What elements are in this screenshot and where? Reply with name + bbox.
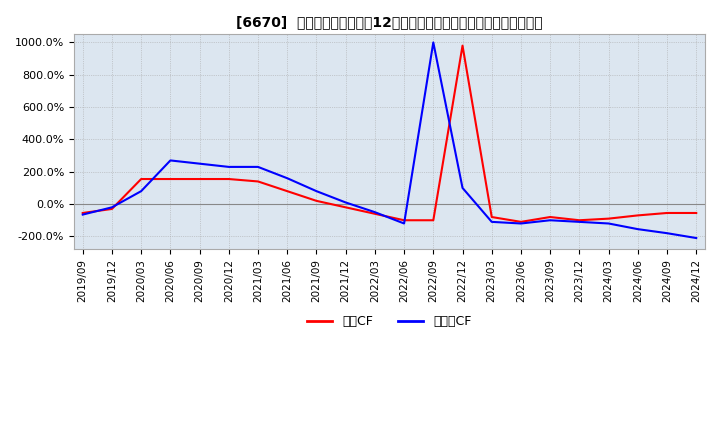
フリーCF xyxy=(166,158,175,163)
フリーCF xyxy=(634,227,642,232)
営業CF xyxy=(137,176,145,182)
フリーCF xyxy=(575,219,584,224)
営業CF xyxy=(487,214,496,220)
営業CF xyxy=(400,218,408,223)
フリーCF xyxy=(371,209,379,215)
フリーCF xyxy=(487,219,496,224)
フリーCF xyxy=(604,221,613,226)
Title: [6670]  キャッシュフローの12か月移動合計の対前年同期増減率の推移: [6670] キャッシュフローの12か月移動合計の対前年同期増減率の推移 xyxy=(236,15,543,29)
営業CF xyxy=(458,43,467,48)
フリーCF xyxy=(458,185,467,191)
営業CF xyxy=(225,176,233,182)
営業CF xyxy=(517,219,526,224)
営業CF xyxy=(662,210,671,216)
フリーCF xyxy=(692,235,701,241)
営業CF xyxy=(546,214,554,220)
営業CF xyxy=(575,218,584,223)
営業CF xyxy=(107,206,116,212)
営業CF xyxy=(78,210,87,216)
フリーCF xyxy=(546,218,554,223)
Line: 営業CF: 営業CF xyxy=(83,46,696,222)
フリーCF xyxy=(253,164,262,169)
営業CF xyxy=(429,218,438,223)
フリーCF xyxy=(225,164,233,169)
フリーCF xyxy=(517,221,526,226)
営業CF xyxy=(283,188,292,194)
営業CF xyxy=(166,176,175,182)
フリーCF xyxy=(662,231,671,236)
営業CF xyxy=(312,198,321,203)
フリーCF xyxy=(107,205,116,210)
営業CF xyxy=(371,211,379,216)
営業CF xyxy=(341,205,350,210)
Line: フリーCF: フリーCF xyxy=(83,42,696,238)
フリーCF xyxy=(400,221,408,226)
営業CF xyxy=(195,176,204,182)
営業CF xyxy=(253,179,262,184)
営業CF xyxy=(604,216,613,221)
フリーCF xyxy=(78,212,87,217)
フリーCF xyxy=(137,188,145,194)
フリーCF xyxy=(283,176,292,181)
営業CF xyxy=(634,213,642,218)
フリーCF xyxy=(429,40,438,45)
フリーCF xyxy=(195,161,204,166)
営業CF xyxy=(692,210,701,216)
フリーCF xyxy=(341,200,350,205)
Legend: 営業CF, フリーCF: 営業CF, フリーCF xyxy=(302,310,477,334)
フリーCF xyxy=(312,188,321,194)
